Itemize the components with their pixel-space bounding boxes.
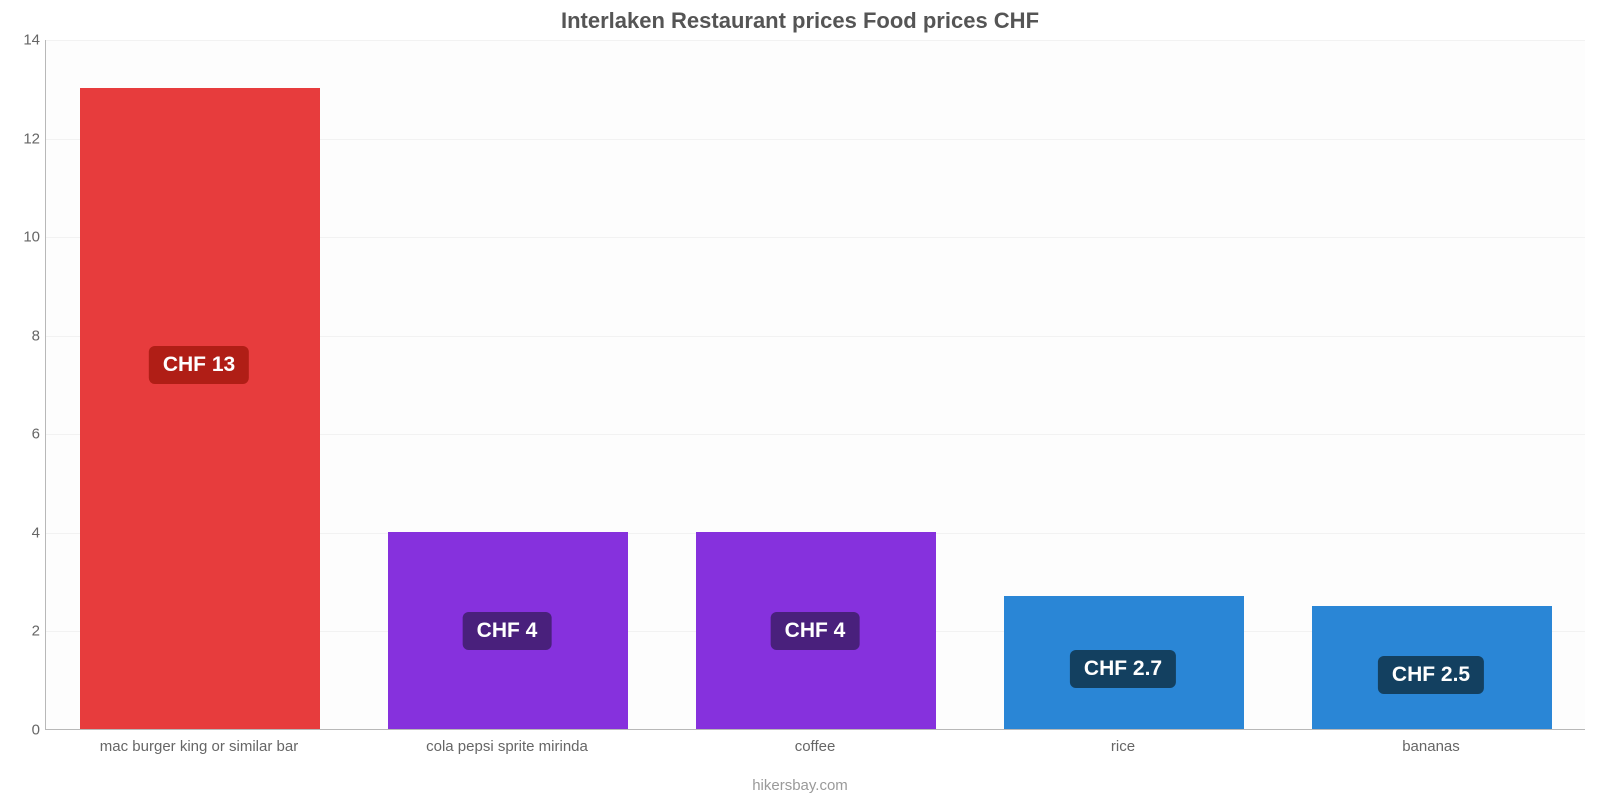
y-tick-label: 2: [5, 623, 40, 640]
y-tick-label: 4: [5, 524, 40, 541]
x-axis-label: cola pepsi sprite mirinda: [426, 738, 588, 755]
value-badge: CHF 4: [463, 612, 552, 650]
y-tick-label: 0: [5, 722, 40, 739]
y-tick-label: 14: [5, 32, 40, 49]
bar: [80, 88, 320, 729]
x-axis-label: mac burger king or similar bar: [100, 738, 298, 755]
chart-title: Interlaken Restaurant prices Food prices…: [0, 8, 1600, 34]
value-badge: CHF 13: [149, 346, 249, 384]
x-axis-label: coffee: [795, 738, 836, 755]
y-tick-label: 10: [5, 229, 40, 246]
y-tick-label: 6: [5, 426, 40, 443]
value-badge: CHF 4: [771, 612, 860, 650]
y-tick-label: 12: [5, 130, 40, 147]
value-badge: CHF 2.5: [1378, 656, 1484, 694]
x-axis-label: bananas: [1402, 738, 1460, 755]
bar-chart: Interlaken Restaurant prices Food prices…: [0, 0, 1600, 800]
value-badge: CHF 2.7: [1070, 650, 1176, 688]
x-axis-label: rice: [1111, 738, 1135, 755]
y-tick-label: 8: [5, 327, 40, 344]
chart-footer: hikersbay.com: [0, 777, 1600, 794]
